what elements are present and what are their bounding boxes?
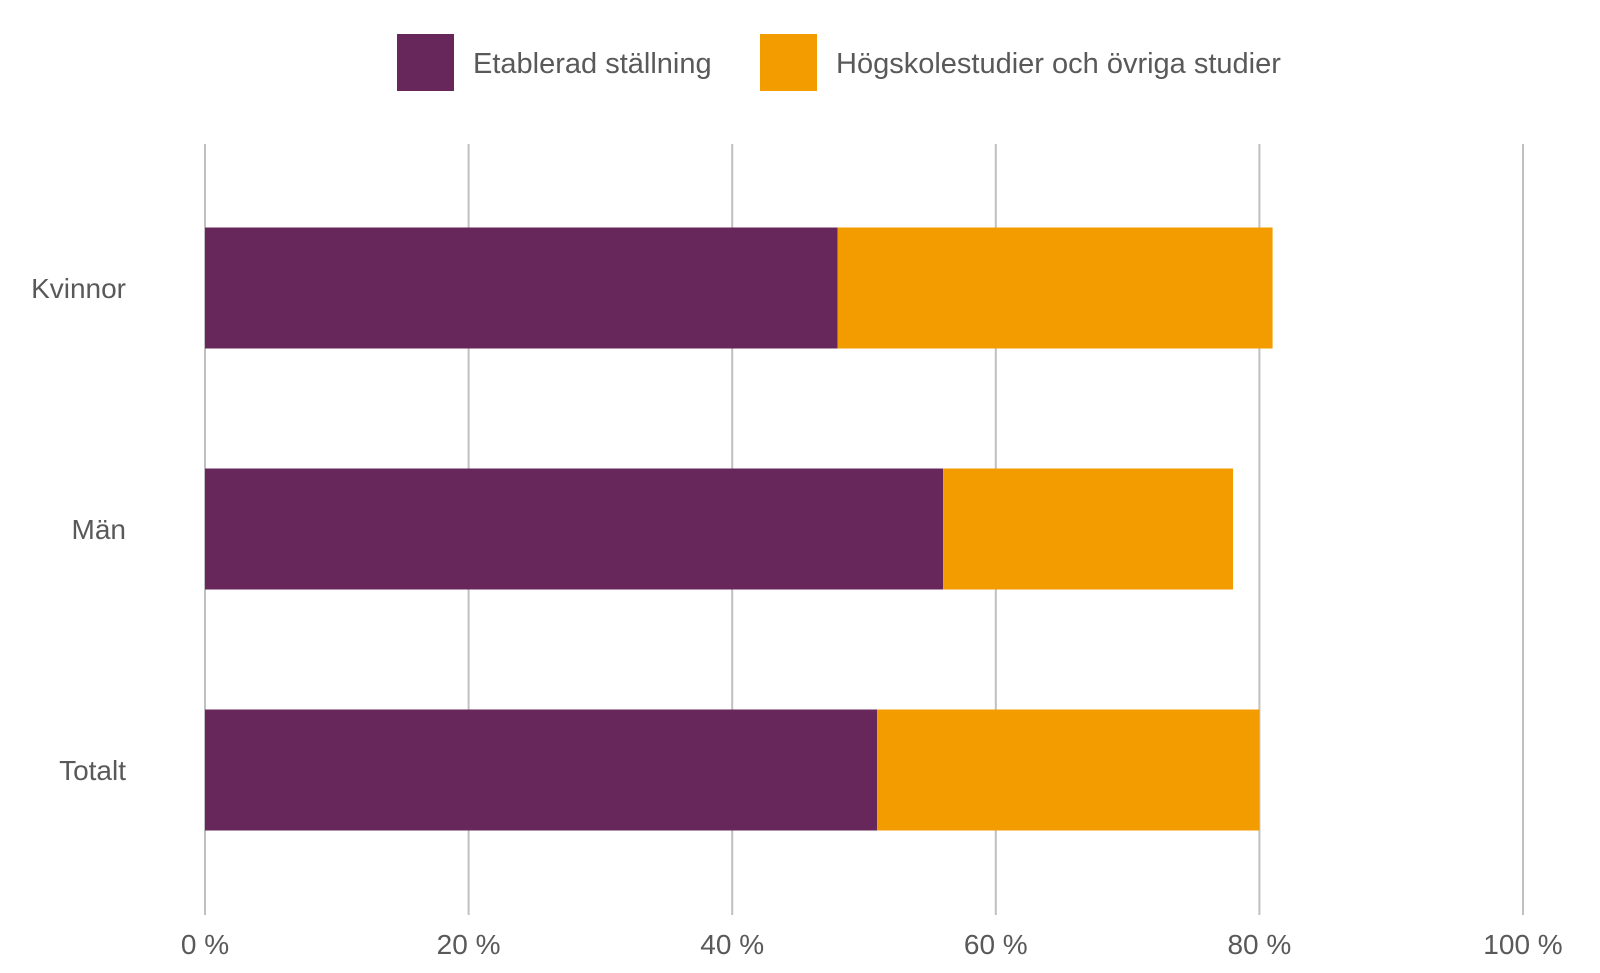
x-tick-label: 20 % bbox=[437, 929, 501, 960]
x-tick-label: 40 % bbox=[700, 929, 764, 960]
bar-totalt-series-1 bbox=[205, 709, 878, 831]
x-tick-label: 100 % bbox=[1483, 929, 1562, 960]
bar-kvinnor-series-2 bbox=[837, 227, 1273, 349]
bar-kvinnor-series-1 bbox=[205, 227, 838, 349]
legend-label: Högskolestudier och övriga studier bbox=[836, 48, 1281, 80]
x-tick-label: 80 % bbox=[1227, 929, 1291, 960]
legend: Etablerad ställning Högskolestudier och ö… bbox=[397, 34, 1281, 91]
category-label: Kvinnor bbox=[31, 273, 126, 304]
bar-män-series-2 bbox=[943, 468, 1234, 590]
legend-swatch bbox=[760, 34, 817, 91]
legend-swatch bbox=[397, 34, 454, 91]
bar-män-series-1 bbox=[205, 468, 944, 590]
x-tick-labels: 0 % 20 % 40 % 60 % 80 % 100 % bbox=[181, 929, 1563, 960]
category-label: Män bbox=[72, 514, 126, 545]
legend-label: Etablerad ställning bbox=[473, 48, 712, 80]
bar-totalt-series-2 bbox=[877, 709, 1260, 831]
x-tick-label: 0 % bbox=[181, 929, 229, 960]
category-label: Totalt bbox=[59, 755, 126, 786]
x-tick-label: 60 % bbox=[964, 929, 1028, 960]
bars bbox=[205, 227, 1273, 831]
category-labels: Kvinnor Män Totalt bbox=[31, 273, 126, 786]
